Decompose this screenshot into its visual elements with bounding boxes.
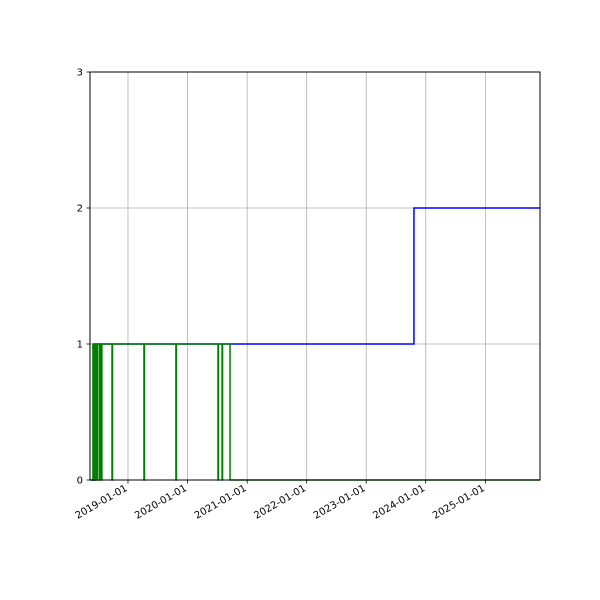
x-tick-label: 2020-01-01 — [133, 483, 189, 522]
x-tick-label: 2023-01-01 — [312, 483, 368, 522]
x-tick-label: 2025-01-01 — [431, 483, 487, 522]
x-axis: 2019-01-01 2020-01-01 2021-01-01 2022-01-01… — [74, 480, 487, 522]
y-tick-label: 2 — [77, 204, 83, 215]
x-tick-label: 2021-01-01 — [193, 483, 249, 522]
y-tick-label: 0 — [77, 476, 83, 487]
x-tick-label: 2022-01-01 — [252, 483, 308, 522]
y-tick-label: 1 — [77, 340, 83, 351]
x-tick-label: 2024-01-01 — [371, 483, 427, 522]
y-axis: 0 1 2 3 — [77, 68, 90, 487]
plot-frame — [89, 71, 541, 481]
series-line-1 — [91, 343, 540, 481]
y-tick-label: 3 — [77, 68, 83, 79]
grid — [90, 71, 540, 481]
x-tick-label: 2019-01-01 — [74, 483, 130, 522]
